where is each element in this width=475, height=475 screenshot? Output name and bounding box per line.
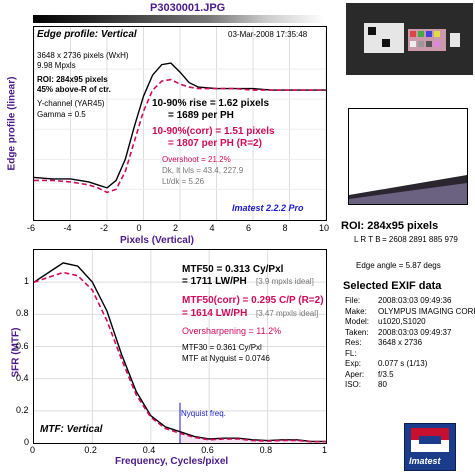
- capture-date: 03-Mar-2008 17:35:48: [228, 30, 308, 39]
- mtf-nyquist: MTF at Nyquist = 0.0746: [182, 354, 270, 363]
- rise-corr-per-ph: = 1807 per PH (R=2): [168, 138, 262, 149]
- lrtb-label: L R T B: [354, 235, 381, 244]
- exif-key: File:: [345, 296, 361, 305]
- mtf50-corr-ideal: [3.47 mpxls ideal]: [256, 309, 319, 318]
- dark-light-levels: Dk, lt lvls = 43.4, 227.9: [162, 166, 244, 175]
- edge-profile-plot: Edge profile: Vertical 03-Mar-2008 17:35…: [33, 26, 327, 221]
- bottom-xtick-label: 0.4: [142, 445, 156, 455]
- oversharpening: Oversharpening = 11.2%: [182, 326, 282, 336]
- light-dark-ratio: Lt/dk = 5.26: [162, 177, 205, 186]
- mtf30: MTF30 = 0.361 Cy/Pxl: [182, 343, 262, 352]
- edge-profile-heading: Edge profile: Vertical: [37, 29, 137, 40]
- mtf50-corr-lwph: = 1614 LW/PH: [182, 308, 248, 319]
- exif-value: 3648 x 2736: [378, 338, 423, 347]
- top-ylabel: Edge profile (linear): [6, 76, 18, 171]
- bottom-xtick-label: 0.6: [201, 445, 214, 455]
- exif-value: f/3.5: [378, 369, 394, 379]
- mtf-series-2: [33, 271, 326, 443]
- exif-key: Taken:: [345, 327, 369, 337]
- bottom-ytick-label: 0.2: [16, 404, 29, 415]
- exif-title: Selected EXIF data: [343, 280, 442, 292]
- exif-value: 0.077 s (1/13): [378, 359, 428, 368]
- exif-value: 2008:03:03 09:49:37: [378, 327, 452, 337]
- mtf50-corr: MTF50(corr) = 0.295 C/P (R=2): [182, 295, 324, 306]
- exif-value: OLYMPUS IMAGING CORP.: [378, 306, 475, 316]
- mtf50: MTF50 = 0.313 Cy/Pxl: [182, 264, 284, 275]
- top-xtick-label: -4: [63, 223, 72, 233]
- top-xtick-label: 0: [136, 223, 142, 233]
- imatest-logo-text: Imatest: [409, 456, 441, 466]
- top-xlabel: Pixels (Vertical): [120, 235, 194, 246]
- gamma: Gamma = 0.5: [37, 110, 86, 119]
- rise-per-ph: = 1689 per PH: [168, 110, 234, 121]
- file-title: P3030001.JPG: [150, 2, 226, 14]
- top-xtick-label: 6: [246, 223, 252, 233]
- bottom-ytick-label: 0: [24, 437, 30, 447]
- exif-list: File: 2008:03:03 09:49:36 Make: OLYMPUS IMA…: [345, 296, 475, 396]
- imatest-logo-icon: [411, 428, 449, 452]
- exif-key: Model:: [345, 317, 370, 326]
- mtf-plot: MTF50 = 0.313 Cy/Pxl = 1711 LW/PH [3.9 m…: [33, 249, 327, 444]
- exif-key: Res:: [345, 338, 362, 347]
- lrtb-values: = 2608 2891 885 979: [382, 235, 458, 244]
- edge-profile-series-1: [33, 62, 326, 189]
- top-xtick-label: 2: [173, 223, 179, 233]
- roi-info: ROI: 284x95 pixels: [37, 75, 108, 84]
- top-xtick-label: 4: [209, 223, 215, 233]
- bottom-xtick-label: 0.8: [259, 445, 273, 455]
- exif-key: Make:: [345, 306, 367, 316]
- rise-value: 10-90% rise = 1.62 pixels: [152, 98, 270, 109]
- bottom-xtick-label: 0.2: [84, 445, 97, 455]
- bottom-xtick-label: 1: [322, 445, 328, 455]
- mtf-svg: [33, 250, 326, 443]
- bottom-ytick-label: 1: [24, 276, 30, 287]
- exif-key: FL:: [345, 348, 357, 358]
- image-dims: 3648 x 2736 pixels (WxH): [37, 51, 129, 60]
- roi-summary: ROI: 284x95 pixels: [341, 220, 439, 232]
- mtf50-ideal: [3.9 mpxls ideal]: [256, 277, 314, 286]
- mtf50-lwph: = 1711 LW/PH: [182, 276, 247, 287]
- chart-thumbnail: [346, 3, 473, 75]
- bottom-xlabel: Frequency, Cycles/pixel: [115, 456, 229, 467]
- edge-profile-series-2: [34, 78, 326, 194]
- exif-value: 80: [378, 380, 387, 389]
- nyquist-label: Nyquist freq.: [181, 409, 226, 418]
- edge-profile-svg: [33, 27, 327, 220]
- top-xtick-label: -6: [27, 223, 36, 233]
- exif-value: u1020,S1020: [378, 317, 426, 326]
- y-channel: Y-channel (YAR45): [37, 99, 105, 108]
- exif-key: Exp:: [345, 359, 362, 368]
- imatest-logo: Imatest: [404, 423, 456, 471]
- bottom-ytick-label: 0.8: [16, 308, 29, 319]
- bottom-ytick-label: 0.4: [16, 372, 29, 383]
- rise-corr-value: 10-90%(corr) = 1.51 pixels: [152, 126, 275, 137]
- megapixels: 9.98 Mpxls: [37, 61, 76, 70]
- bottom-xtick-label: 0: [30, 445, 36, 455]
- bottom-ytick-label: 0.6: [16, 340, 29, 351]
- tone-gradient-bar: [33, 15, 325, 23]
- mtf-label: MTF: Vertical: [40, 424, 103, 435]
- imatest-version: Imatest 2.2.2 Pro: [232, 203, 304, 213]
- roi-crop: [348, 108, 468, 205]
- top-xtick-label: 10: [319, 223, 330, 233]
- overshoot: Overshoot = 21.2%: [162, 155, 231, 164]
- exif-key: Aper:: [345, 369, 365, 379]
- exif-key: ISO:: [345, 380, 362, 389]
- top-xtick-label: 8: [282, 223, 288, 233]
- top-xtick-label: -2: [100, 223, 109, 233]
- edge-angle: Edge angle = 5.87 degs: [356, 261, 441, 270]
- roi-location: 45% above-R of ctr.: [37, 85, 111, 94]
- exif-value: 2008:03:03 09:49:36: [378, 296, 452, 305]
